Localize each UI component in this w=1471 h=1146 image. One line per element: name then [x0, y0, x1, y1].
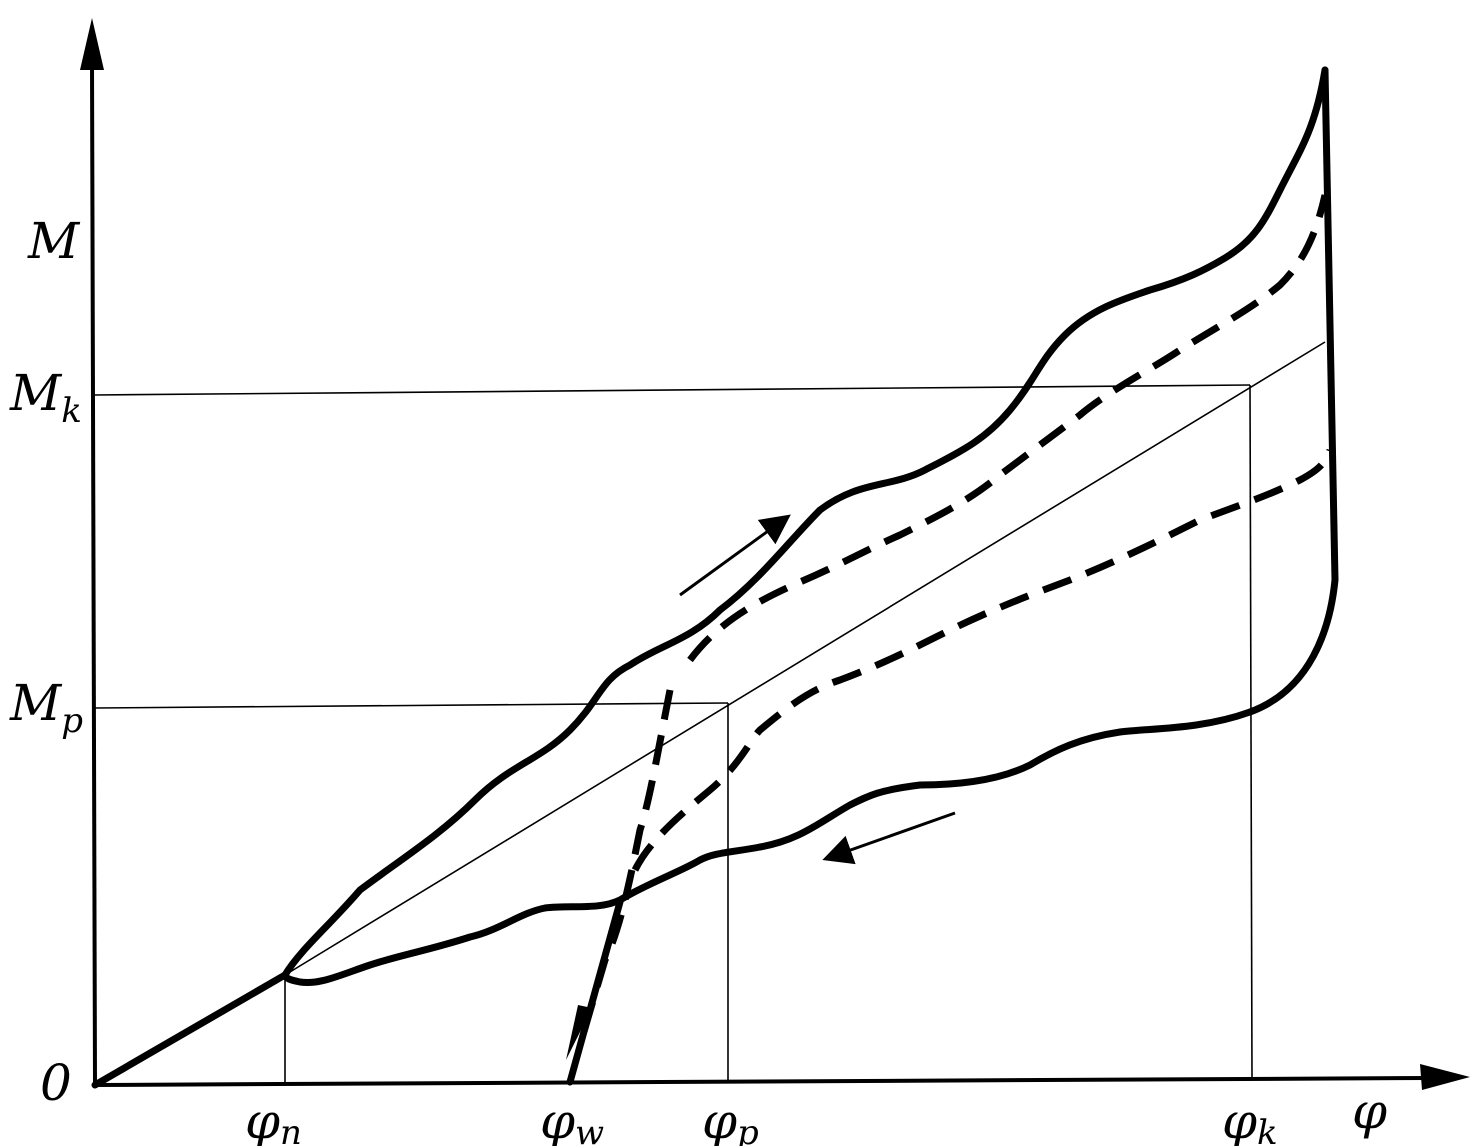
right-unloading-line — [1246, 66, 1339, 716]
phi-n-label: φn — [245, 1092, 302, 1146]
descending-line-to-phi-w — [566, 898, 624, 1086]
mp-label: Mp — [9, 674, 83, 741]
y-axis-label: M — [27, 212, 81, 270]
x-axis-label: φ — [1352, 1082, 1387, 1140]
unloading-direction-arrow-icon — [822, 811, 956, 865]
x-axis — [94, 1076, 1431, 1087]
loading-direction-arrow-icon — [679, 514, 791, 597]
lower-unloading-curve — [281, 708, 1254, 987]
phi-w-arrow-icon — [566, 1005, 592, 1060]
dashed-reload-curve-2 — [631, 448, 1334, 872]
dashed-reload-curve-1 — [687, 194, 1329, 663]
y-axis-arrow-icon — [80, 18, 104, 70]
elastic-line — [284, 341, 1326, 976]
mk-label: Mk — [9, 364, 82, 431]
phi-k-label: φk — [1222, 1092, 1278, 1146]
phi-w-label: φw — [540, 1092, 604, 1146]
dashed-unload-curve-1 — [576, 689, 674, 1046]
mp-level-line — [94, 702, 729, 709]
mk-level-line — [94, 384, 1251, 396]
initial-loading-line — [91, 971, 289, 1089]
phi-k-drop-line — [1249, 384, 1253, 1079]
upper-loading-curve — [281, 66, 1329, 979]
y-axis — [90, 61, 97, 1086]
phi-p-label: φp — [702, 1092, 759, 1146]
x-axis-arrow-icon — [1420, 1064, 1470, 1090]
origin-label: 0 — [40, 1054, 72, 1112]
